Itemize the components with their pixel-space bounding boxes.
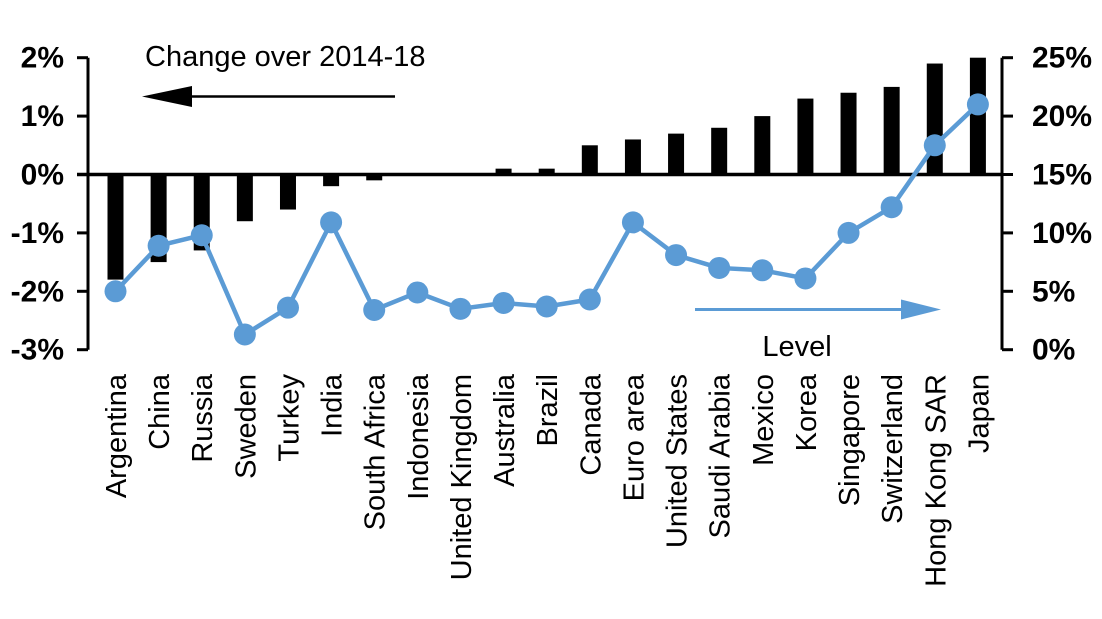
- level-marker-united-states: [665, 244, 688, 267]
- level-marker-china: [147, 234, 170, 257]
- left-axis-tick-label: -1%: [11, 217, 64, 250]
- right-axis-tick-label: 25%: [1032, 42, 1092, 75]
- level-marker-canada: [578, 288, 601, 311]
- x-label-indonesia: Indonesia: [403, 373, 435, 500]
- bar-brazil: [538, 168, 555, 175]
- left-axis-tick-label: 2%: [21, 42, 64, 75]
- bar-turkey: [279, 174, 296, 210]
- bar-argentina: [107, 174, 124, 280]
- level-marker-australia: [492, 291, 515, 314]
- level-marker-india: [320, 211, 343, 234]
- bar-singapore: [840, 92, 857, 175]
- x-label-sweden: Sweden: [230, 374, 262, 479]
- level-marker-brazil: [535, 295, 558, 318]
- left-axis-tick-label: 0%: [21, 159, 64, 192]
- x-label-mexico: Mexico: [748, 374, 780, 466]
- bar-canada: [581, 145, 598, 175]
- x-label-saudi-arabia: Saudi Arabia: [705, 373, 737, 538]
- bar-south-africa: [366, 174, 383, 181]
- x-label-united-kingdom: United Kingdom: [446, 374, 478, 580]
- x-label-india: India: [317, 373, 349, 437]
- x-label-russia: Russia: [187, 373, 219, 463]
- bar-japan: [969, 57, 986, 175]
- level-marker-south-africa: [363, 298, 386, 321]
- left-axis-tick-label: -3%: [11, 334, 64, 367]
- bar-united-states: [668, 133, 685, 175]
- right-axis-tick-label: 5%: [1032, 275, 1075, 308]
- bar-korea: [797, 98, 814, 175]
- level-marker-singapore: [837, 221, 860, 244]
- x-label-south-africa: South Africa: [360, 373, 392, 530]
- x-label-brazil: Brazil: [532, 374, 564, 447]
- bar-australia: [495, 168, 512, 175]
- level-marker-mexico: [751, 259, 774, 282]
- level-marker-switzerland: [880, 196, 903, 219]
- bar-sweden: [236, 174, 253, 222]
- level-marker-turkey: [276, 296, 299, 319]
- x-label-switzerland: Switzerland: [877, 374, 909, 524]
- right-axis-tick-label: 10%: [1032, 217, 1092, 250]
- x-label-united-states: United States: [662, 374, 694, 548]
- right-axis-tick-label: 0%: [1032, 334, 1075, 367]
- level-marker-argentina: [104, 280, 127, 303]
- level-marker-hong-kong-sar: [923, 134, 946, 157]
- right-axis-tick-label: 15%: [1032, 159, 1092, 192]
- right-axis-tick-label: 20%: [1032, 100, 1092, 133]
- bar-saudi-arabia: [711, 127, 728, 175]
- bar-mexico: [754, 116, 771, 175]
- right-arrow-icon: [901, 299, 941, 320]
- level-marker-euro-area: [621, 211, 644, 234]
- bar-series-title: Change over 2014-18: [145, 41, 426, 73]
- x-label-hong-kong-sar: Hong Kong SAR: [920, 374, 952, 587]
- level-marker-sweden: [233, 323, 256, 346]
- level-marker-united-kingdom: [449, 297, 472, 320]
- level-marker-korea: [794, 267, 817, 290]
- line-series-title: Level: [762, 331, 831, 363]
- left-axis-tick-label: 1%: [21, 100, 64, 133]
- left-axis-tick-label: -2%: [11, 275, 64, 308]
- level-marker-indonesia: [406, 281, 429, 304]
- x-label-argentina: Argentina: [101, 373, 133, 498]
- bar-india: [323, 174, 340, 187]
- x-label-canada: Canada: [575, 373, 607, 475]
- bar-hong-kong-sar: [926, 63, 943, 175]
- bar-euro-area: [624, 139, 641, 175]
- left-arrow-icon: [142, 86, 192, 107]
- x-label-australia: Australia: [489, 373, 521, 487]
- level-marker-saudi-arabia: [708, 256, 731, 279]
- bar-switzerland: [883, 86, 900, 175]
- x-label-japan: Japan: [963, 374, 995, 453]
- level-marker-russia: [190, 224, 213, 247]
- x-label-turkey: Turkey: [273, 374, 305, 462]
- x-label-korea: Korea: [791, 373, 823, 451]
- x-label-singapore: Singapore: [834, 374, 866, 506]
- level-marker-japan: [966, 93, 989, 116]
- x-label-china: China: [144, 373, 176, 450]
- x-label-euro-area: Euro area: [618, 373, 650, 501]
